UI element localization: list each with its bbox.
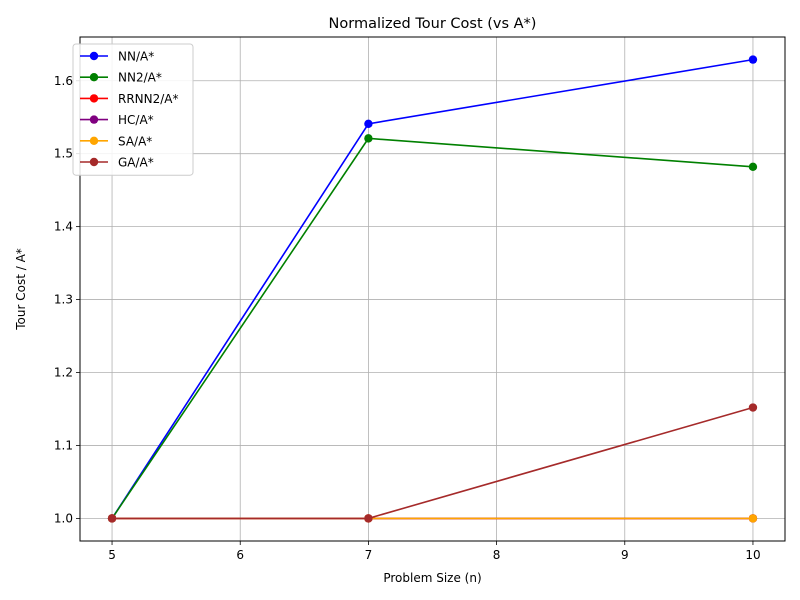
legend-item: RRNN2/A* [80, 92, 179, 106]
data-point [748, 162, 758, 172]
data-point [748, 403, 758, 412]
legend-item: SA/A* [80, 134, 152, 148]
x-tick-label: 6 [236, 548, 244, 562]
legend-item: HC/A* [80, 113, 154, 127]
x-tick-label: 8 [493, 548, 501, 562]
y-tick-label: 1.4 [54, 220, 73, 234]
y-tick-label: 1.1 [54, 438, 73, 452]
legend-marker [89, 73, 99, 82]
x-tick-label: 5 [108, 548, 116, 562]
x-tick-label: 9 [621, 548, 629, 562]
legend-label: GA/A* [118, 156, 154, 170]
series-line [111, 58, 754, 519]
x-axis-label: Problem Size (n) [383, 571, 481, 585]
y-axis-label: Tour Cost / A* [14, 248, 28, 331]
legend: NN/A* NN2/A* RRNN2/A* HC/A* SA/A* GA/A* [72, 43, 194, 176]
axis-ticks: 5 6 7 8 9 10 1.0 1.1 1.2 1.3 1.4 1.5 1.6 [54, 74, 761, 562]
legend-label: NN/A* [118, 50, 154, 64]
series-line [112, 406, 754, 520]
legend-item: GA/A* [80, 156, 154, 170]
series-nn2-a [107, 134, 758, 523]
y-tick-label: 1.2 [54, 366, 73, 380]
grid-lines [80, 37, 785, 541]
x-tick-label: 7 [365, 548, 373, 562]
legend-label: SA/A* [118, 134, 152, 148]
legend-label: NN2/A* [118, 71, 162, 85]
chart-title: Normalized Tour Cost (vs A*) [329, 16, 537, 32]
data-point [748, 55, 758, 64]
legend-marker [89, 157, 99, 167]
y-tick-label: 1.6 [54, 74, 73, 88]
series-line [111, 137, 754, 519]
legend-marker [89, 94, 99, 103]
plot-frame [79, 36, 786, 542]
y-tick-label: 1.0 [54, 511, 73, 525]
legend-item: NN/A* [80, 50, 154, 64]
data-point [107, 514, 117, 523]
data-point [748, 514, 758, 523]
series-lines [107, 55, 758, 523]
series-nn-a [107, 55, 758, 523]
legend-marker [89, 136, 99, 145]
legend-marker [89, 115, 99, 124]
legend-label: RRNN2/A* [118, 92, 179, 106]
legend-marker [89, 51, 99, 61]
data-point [364, 514, 373, 523]
series-ga-a [107, 403, 758, 523]
data-point [364, 134, 373, 143]
data-point [364, 119, 373, 128]
x-tick-label: 10 [745, 548, 760, 562]
legend-item: NN2/A* [80, 71, 162, 85]
y-tick-label: 1.3 [54, 293, 73, 307]
legend-label: HC/A* [118, 113, 154, 127]
y-tick-label: 1.5 [54, 147, 73, 161]
